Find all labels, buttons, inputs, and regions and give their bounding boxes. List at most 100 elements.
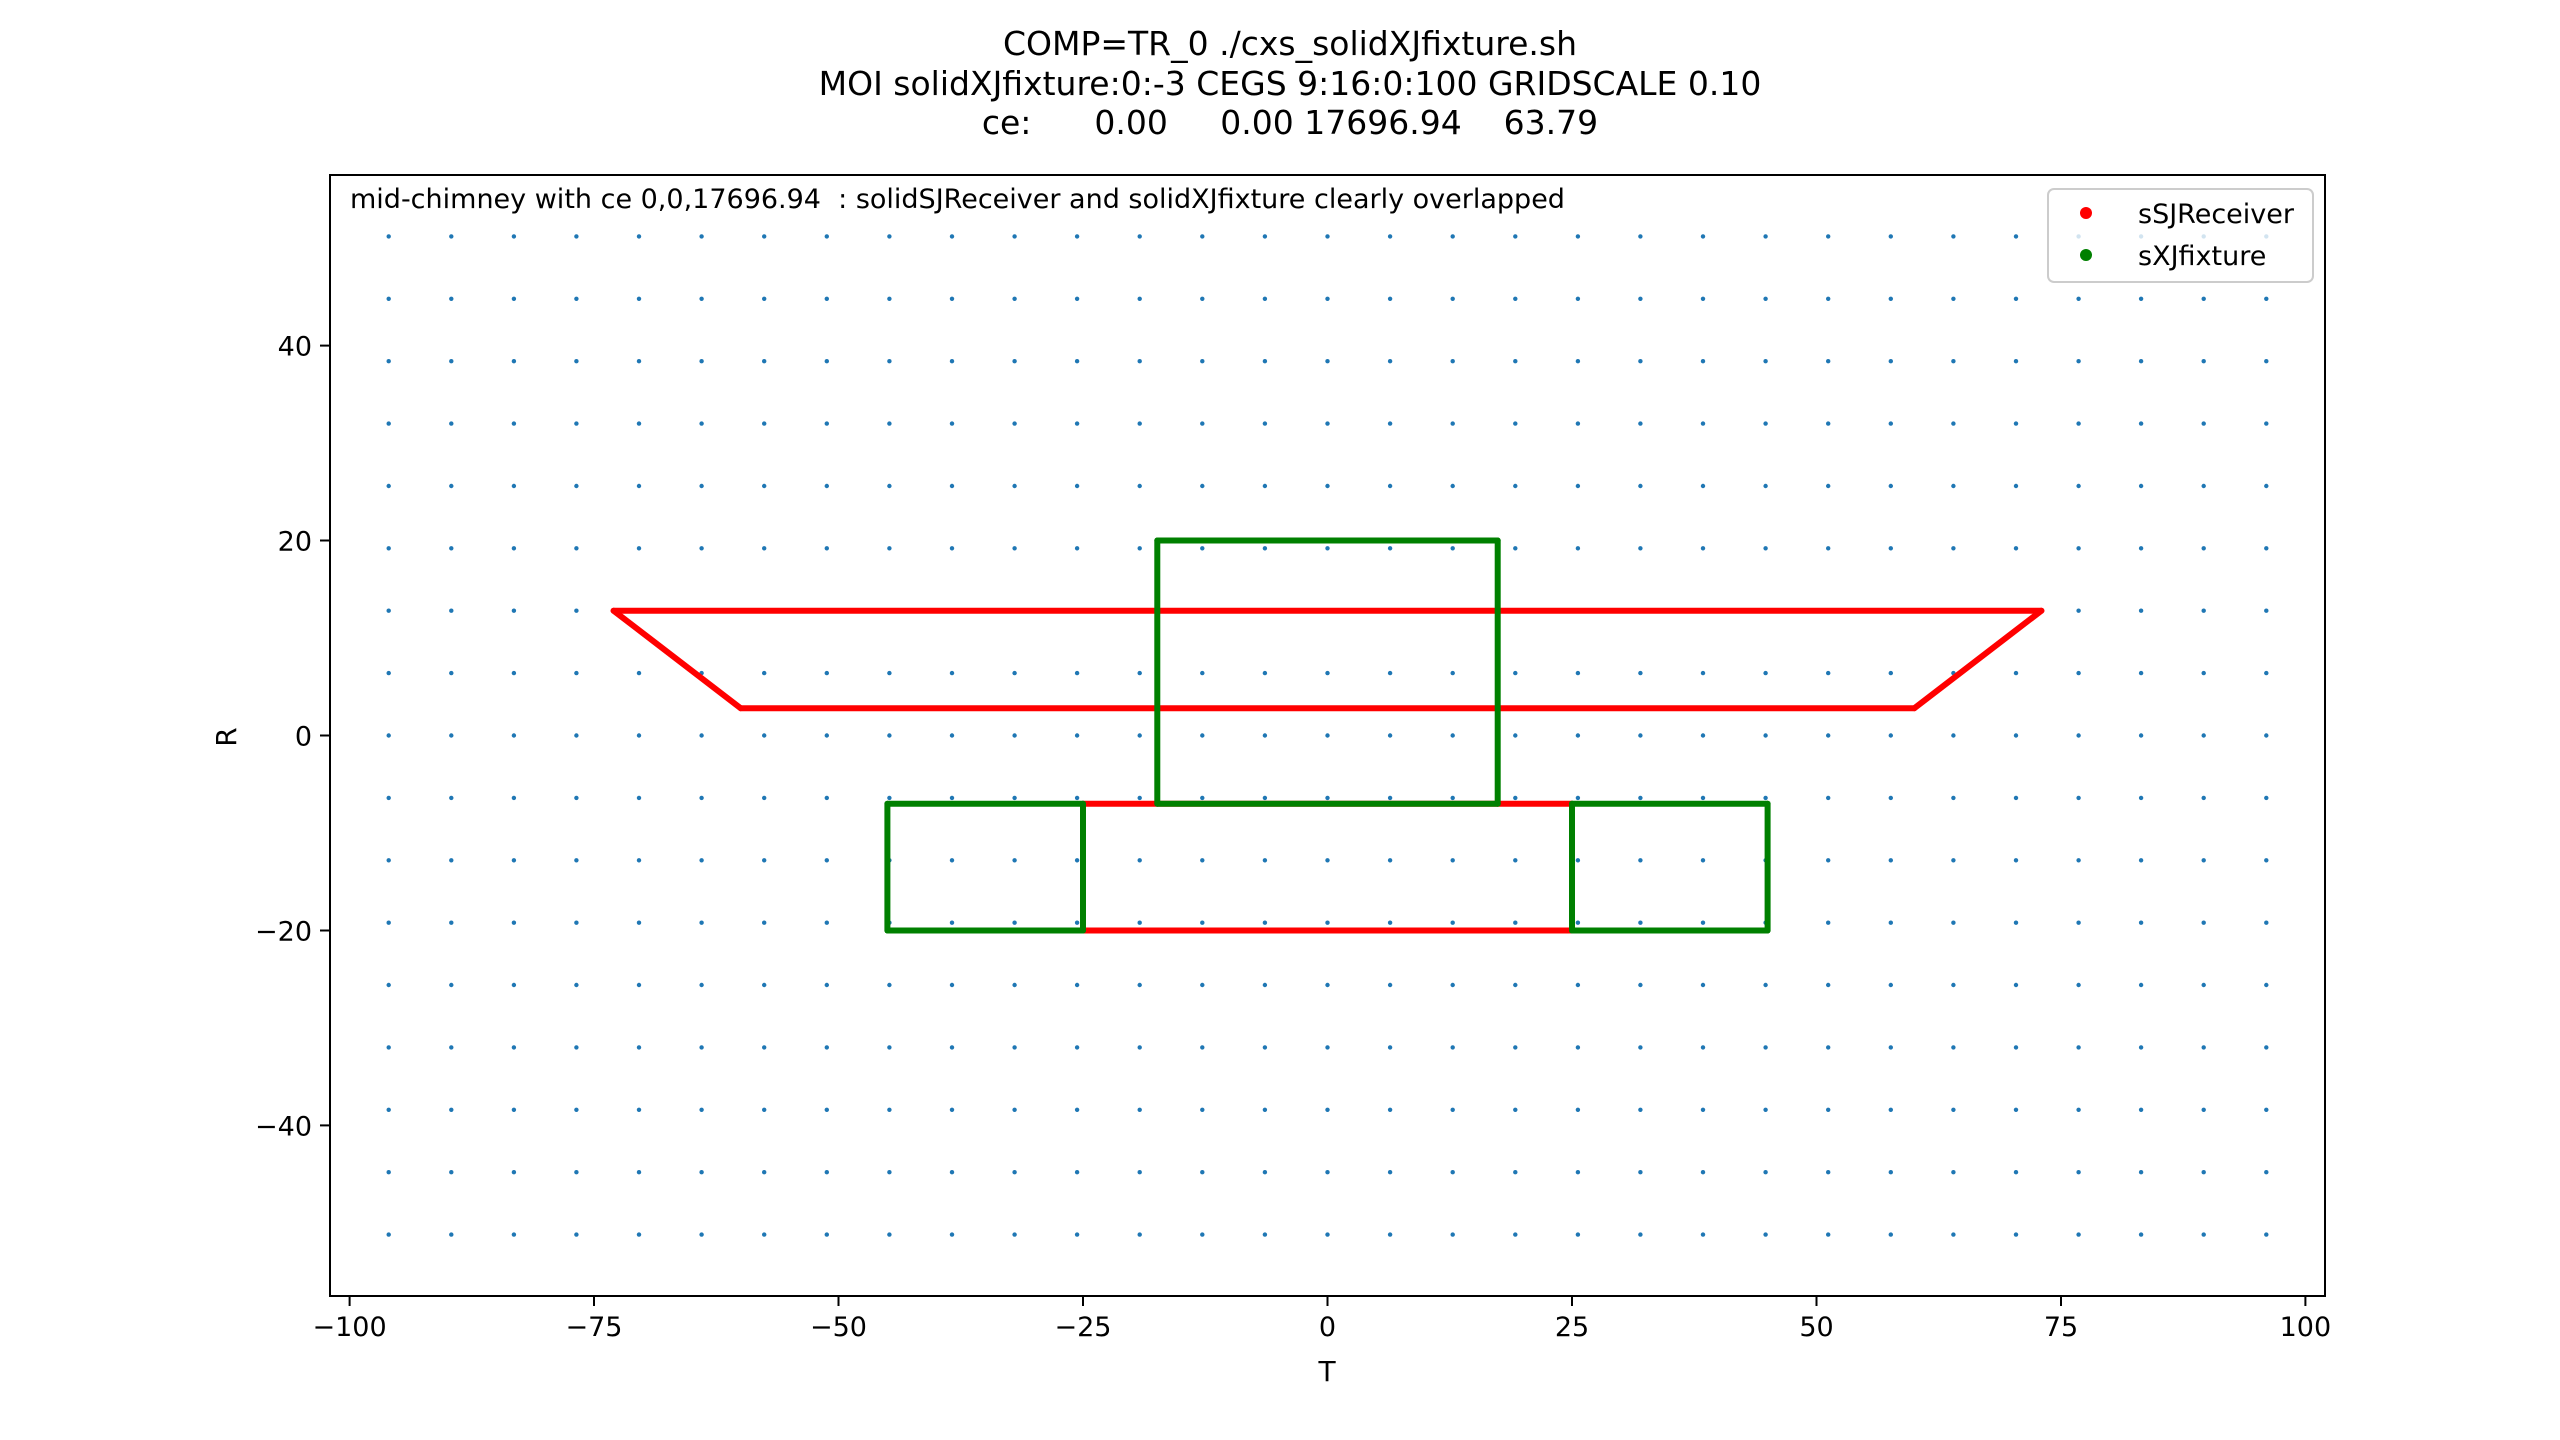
grid-point: [762, 421, 767, 426]
grid-point: [636, 795, 642, 801]
grid-point: [1450, 421, 1455, 426]
grid-point: [1513, 546, 1518, 551]
grid-point: [1700, 234, 1706, 239]
y-tick-label: 20: [278, 527, 312, 558]
grid-point: [449, 982, 454, 988]
grid-point: [574, 1045, 579, 1050]
grid-point: [1325, 359, 1330, 364]
grid-point: [1700, 1107, 1706, 1113]
grid-point: [2076, 608, 2081, 613]
title-line-1: COMP=TR_0 ./cxs_solidXJfixture.sh: [1003, 24, 1577, 63]
grid-point: [1951, 1107, 1956, 1113]
grid-point: [699, 359, 704, 364]
grid-point: [1951, 982, 1956, 988]
grid-point: [1325, 234, 1330, 239]
grid-point: [1513, 359, 1518, 364]
grid-point: [2076, 421, 2081, 426]
grid-point: [1012, 359, 1017, 364]
grid-point: [511, 421, 517, 426]
grid-point: [574, 1170, 579, 1175]
grid-point: [1200, 982, 1205, 988]
grid-point: [1763, 1107, 1768, 1113]
grid-point: [2138, 1170, 2144, 1175]
legend: sSJReceiver sXJfixture: [2047, 188, 2314, 283]
grid-point: [574, 483, 579, 489]
grid-point: [449, 670, 454, 676]
grid-point: [636, 234, 642, 239]
grid-point: [1763, 1232, 1768, 1237]
grid-point: [699, 733, 704, 738]
grid-point: [1638, 982, 1643, 988]
grid-point: [1888, 733, 1894, 738]
grid-point: [1137, 483, 1142, 489]
grid-point: [2138, 421, 2144, 426]
grid-point: [574, 359, 579, 364]
grid-point: [887, 421, 892, 426]
grid-point: [2076, 858, 2081, 863]
grid-point: [1951, 234, 1956, 239]
grid-point: [511, 483, 517, 489]
grid-point: [1450, 234, 1455, 239]
grid-point: [1575, 483, 1581, 489]
grid-point: [1450, 920, 1455, 925]
grid-point: [1575, 858, 1581, 863]
grid-point: [1200, 234, 1205, 239]
grid-point: [699, 982, 704, 988]
grid-point: [2201, 421, 2206, 426]
grid-point: [1262, 546, 1268, 551]
grid-point: [699, 483, 704, 489]
grid-point: [1638, 733, 1643, 738]
grid-point: [1575, 296, 1581, 301]
legend-marker-sxjfixture: [2080, 249, 2092, 261]
grid-point: [1951, 359, 1956, 364]
grid-point: [574, 795, 579, 801]
grid-point: [636, 296, 642, 301]
grid-point: [1200, 421, 1205, 426]
grid-point: [1638, 1107, 1643, 1113]
grid-point: [949, 670, 955, 676]
grid-point: [449, 234, 454, 239]
grid-point: [1262, 483, 1268, 489]
grid-point: [1137, 858, 1142, 863]
series-segment-ssjreceiver: [610, 607, 744, 712]
grid-point: [1325, 296, 1330, 301]
grid-point: [1387, 359, 1393, 364]
grid-point: [511, 1170, 517, 1175]
grid-point: [2076, 483, 2081, 489]
grid-point: [574, 670, 579, 676]
grid-point: [1262, 795, 1268, 801]
grid-point: [1450, 546, 1455, 551]
grid-point: [699, 421, 704, 426]
grid-point: [699, 1107, 704, 1113]
grid-point: [2076, 546, 2081, 551]
grid-point: [2201, 1107, 2206, 1113]
grid-point: [2013, 858, 2019, 863]
grid-point: [824, 234, 829, 239]
legend-box: [2047, 188, 2314, 283]
grid-point: [949, 546, 955, 551]
grid-point: [762, 546, 767, 551]
grid-point: [1074, 795, 1080, 801]
grid-points-layer: [386, 234, 2269, 1237]
grid-point: [2013, 234, 2019, 239]
grid-point: [1074, 670, 1080, 676]
grid-point: [1262, 1045, 1268, 1050]
grid-point: [1700, 795, 1706, 801]
grid-point: [949, 1107, 955, 1113]
grid-point: [1513, 234, 1518, 239]
x-tick-label: 0: [1319, 1312, 1336, 1343]
grid-point: [1200, 1107, 1205, 1113]
grid-point: [1888, 1232, 1894, 1237]
grid-point: [2013, 1232, 2019, 1237]
grid-point: [1325, 795, 1330, 801]
grid-point: [2264, 1107, 2269, 1113]
title-line-2: MOI solidXJfixture:0:-3 CEGS 9:16:0:100 …: [819, 64, 1762, 103]
grid-point: [2076, 670, 2081, 676]
grid-point: [1700, 733, 1706, 738]
legend-label-ssjreceiver: sSJReceiver: [2138, 199, 2295, 230]
grid-point: [1888, 1045, 1894, 1050]
grid-point: [1387, 234, 1393, 239]
grid-point: [1450, 670, 1455, 676]
grid-point: [949, 421, 955, 426]
grid-point: [949, 920, 955, 925]
